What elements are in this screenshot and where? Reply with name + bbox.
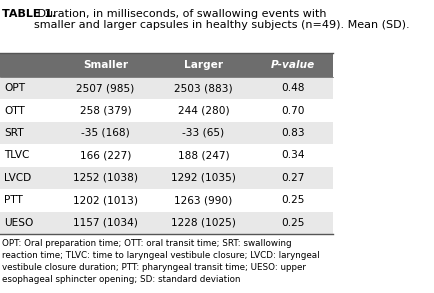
- Text: 1263 (990): 1263 (990): [174, 195, 233, 205]
- Bar: [155, 122, 253, 144]
- Text: LVCD: LVCD: [4, 173, 32, 183]
- Text: 1157 (1034): 1157 (1034): [73, 218, 138, 228]
- Bar: [155, 54, 253, 77]
- Bar: [0, 54, 56, 77]
- Bar: [0, 77, 56, 99]
- Bar: [155, 167, 253, 189]
- Text: 0.25: 0.25: [281, 218, 304, 228]
- Text: 166 (227): 166 (227): [80, 151, 131, 161]
- Text: Duration, in milliseconds, of swallowing events with
smaller and larger capsules: Duration, in milliseconds, of swallowing…: [34, 8, 409, 30]
- Text: 1252 (1038): 1252 (1038): [73, 173, 138, 183]
- Text: UESO: UESO: [4, 218, 34, 228]
- Bar: [56, 167, 155, 189]
- Text: 0.25: 0.25: [281, 195, 304, 205]
- Text: PTT: PTT: [4, 195, 23, 205]
- Text: 2503 (883): 2503 (883): [174, 83, 233, 93]
- Bar: [0, 212, 56, 234]
- Text: 0.27: 0.27: [281, 173, 304, 183]
- Text: Larger: Larger: [184, 60, 223, 70]
- Bar: [253, 144, 332, 167]
- Bar: [253, 54, 332, 77]
- Bar: [56, 77, 155, 99]
- Bar: [155, 99, 253, 122]
- Text: 0.83: 0.83: [281, 128, 304, 138]
- Bar: [56, 54, 155, 77]
- Text: 258 (379): 258 (379): [79, 105, 131, 115]
- Text: -35 (168): -35 (168): [81, 128, 130, 138]
- Bar: [253, 99, 332, 122]
- Text: 0.70: 0.70: [281, 105, 304, 115]
- Text: 2507 (985): 2507 (985): [76, 83, 135, 93]
- Bar: [56, 99, 155, 122]
- Text: Smaller: Smaller: [83, 60, 128, 70]
- Bar: [0, 189, 56, 212]
- Bar: [56, 189, 155, 212]
- Bar: [253, 189, 332, 212]
- Bar: [0, 167, 56, 189]
- Text: -33 (65): -33 (65): [182, 128, 224, 138]
- Bar: [253, 212, 332, 234]
- Text: OTT: OTT: [4, 105, 25, 115]
- Bar: [155, 144, 253, 167]
- Bar: [155, 212, 253, 234]
- Text: 1202 (1013): 1202 (1013): [73, 195, 138, 205]
- Text: 0.48: 0.48: [281, 83, 304, 93]
- Bar: [155, 77, 253, 99]
- Text: SRT: SRT: [4, 128, 24, 138]
- Bar: [56, 144, 155, 167]
- Bar: [253, 122, 332, 144]
- Text: P-value: P-value: [270, 60, 315, 70]
- Text: 1292 (1035): 1292 (1035): [171, 173, 236, 183]
- Text: 244 (280): 244 (280): [178, 105, 229, 115]
- Text: 1228 (1025): 1228 (1025): [171, 218, 236, 228]
- Bar: [0, 99, 56, 122]
- Bar: [253, 77, 332, 99]
- Bar: [56, 212, 155, 234]
- Bar: [253, 167, 332, 189]
- Text: TABLE 1.: TABLE 1.: [2, 8, 56, 18]
- Bar: [0, 122, 56, 144]
- Bar: [155, 189, 253, 212]
- Text: 0.34: 0.34: [281, 151, 304, 161]
- Text: TLVC: TLVC: [4, 151, 30, 161]
- Bar: [56, 122, 155, 144]
- Bar: [0, 144, 56, 167]
- Text: OPT: OPT: [4, 83, 25, 93]
- Text: OPT: Oral preparation time; OTT: oral transit time; SRT: swallowing
reaction tim: OPT: Oral preparation time; OTT: oral tr…: [2, 239, 319, 284]
- Text: 188 (247): 188 (247): [178, 151, 229, 161]
